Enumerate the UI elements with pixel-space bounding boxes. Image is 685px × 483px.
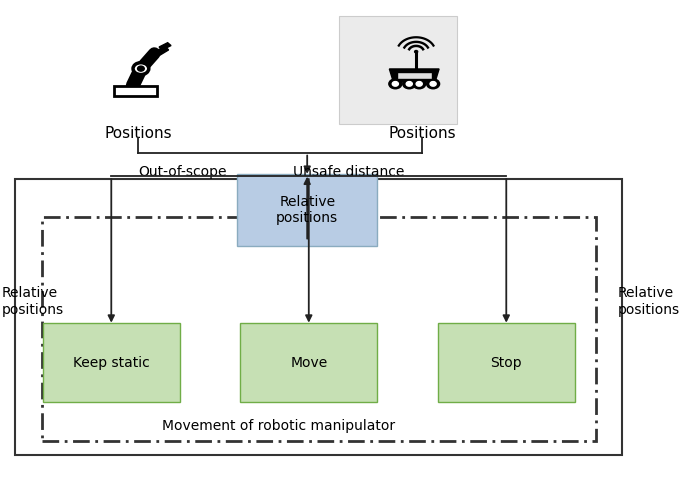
Text: Out-of-scope: Out-of-scope bbox=[138, 165, 227, 179]
FancyBboxPatch shape bbox=[339, 16, 457, 124]
Text: Move: Move bbox=[290, 356, 327, 370]
Circle shape bbox=[430, 82, 436, 86]
Bar bbox=[397, 71, 432, 79]
Polygon shape bbox=[159, 43, 171, 50]
Text: Positions: Positions bbox=[388, 126, 456, 141]
Circle shape bbox=[412, 79, 425, 89]
Circle shape bbox=[406, 82, 412, 86]
Text: Relative
positions: Relative positions bbox=[276, 195, 338, 226]
Bar bbox=[114, 85, 157, 96]
Circle shape bbox=[393, 82, 399, 86]
Polygon shape bbox=[152, 46, 169, 57]
Circle shape bbox=[389, 79, 402, 89]
FancyBboxPatch shape bbox=[240, 323, 377, 402]
Circle shape bbox=[414, 51, 418, 53]
Text: Unsafe distance: Unsafe distance bbox=[293, 165, 404, 179]
Text: Keep static: Keep static bbox=[73, 356, 149, 370]
Circle shape bbox=[133, 63, 149, 74]
Text: Movement of robotic manipulator: Movement of robotic manipulator bbox=[162, 419, 395, 433]
Circle shape bbox=[403, 79, 416, 89]
Text: Positions: Positions bbox=[105, 126, 172, 141]
Text: Relative
positions: Relative positions bbox=[1, 286, 64, 317]
Circle shape bbox=[138, 66, 145, 71]
FancyBboxPatch shape bbox=[438, 323, 575, 402]
FancyBboxPatch shape bbox=[237, 174, 377, 246]
FancyBboxPatch shape bbox=[42, 323, 179, 402]
Circle shape bbox=[416, 82, 422, 86]
Text: Relative
positions: Relative positions bbox=[618, 286, 680, 317]
Text: Stop: Stop bbox=[490, 356, 522, 370]
Polygon shape bbox=[389, 69, 439, 82]
Circle shape bbox=[427, 79, 440, 89]
